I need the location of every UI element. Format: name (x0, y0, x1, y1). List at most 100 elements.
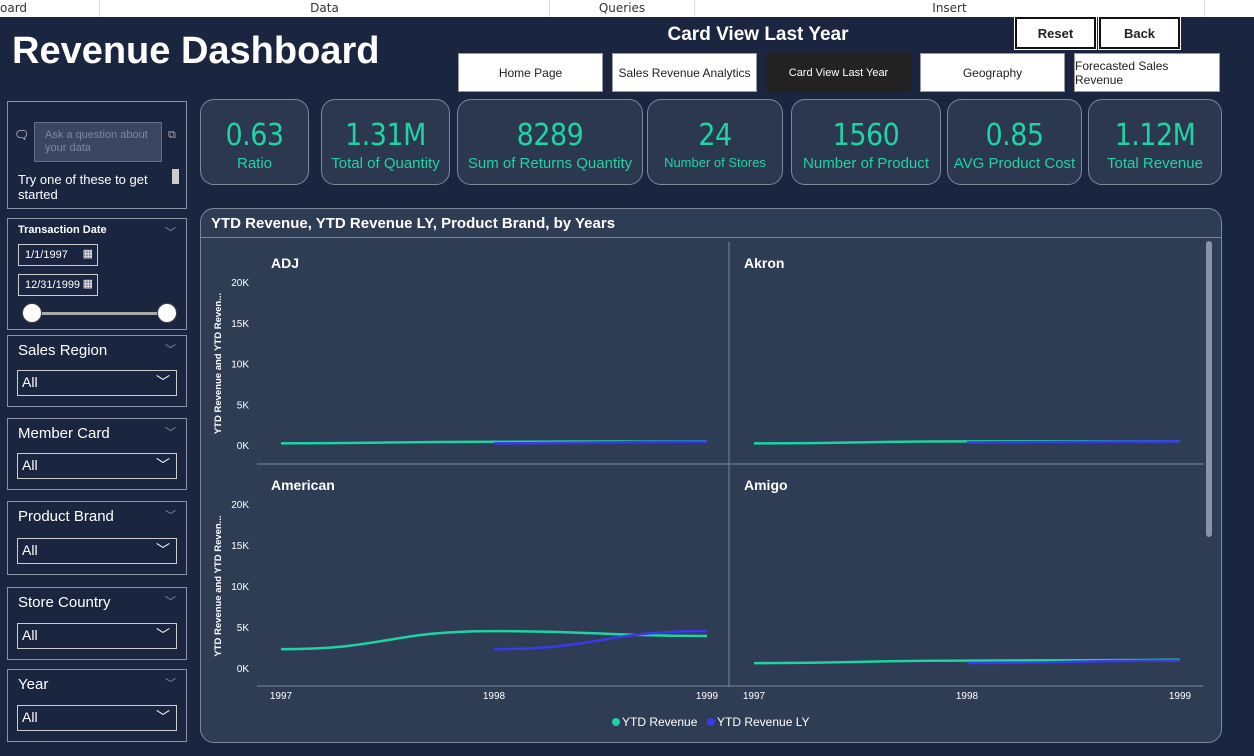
kpi-card-number-of-stores: 24 Number of Stores (647, 99, 783, 185)
y-tick-label: 15K (231, 541, 249, 552)
back-button[interactable]: Back (1098, 16, 1181, 50)
chevron-down-icon[interactable]: ﹀ (165, 595, 176, 608)
product-brand-dropdown[interactable]: All ﹀ (17, 538, 177, 564)
store-country-dropdown[interactable]: All ﹀ (17, 623, 177, 649)
reset-button[interactable]: Reset (1014, 16, 1097, 50)
end-date-input[interactable]: 12/31/1999 ▦ (18, 274, 98, 296)
qa-input[interactable]: Ask a question about your data (34, 122, 162, 162)
kpi-value: 0.85 (985, 118, 1044, 153)
range-start-handle[interactable] (22, 303, 42, 323)
slicer-title: Store Country (18, 594, 111, 611)
legend-marker (707, 718, 715, 726)
slicer-product-brand: Product Brand ﹀ All ﹀ (7, 501, 187, 575)
chevron-down-icon[interactable]: ﹀ (165, 677, 176, 690)
dropdown-value: All (22, 542, 38, 558)
chevron-down-icon: ﹀ (156, 542, 170, 558)
dropdown-value: All (22, 709, 38, 725)
slicer-title: Member Card (18, 425, 110, 442)
scrollbar[interactable] (1206, 241, 1212, 537)
divider (201, 237, 1221, 238)
member-card-dropdown[interactable]: All ﹀ (17, 453, 177, 479)
qa-visual: 🗨 Ask a question about your data ⧉ Try o… (7, 101, 187, 209)
slicer-title: Product Brand (18, 508, 114, 525)
kpi-value: 1560 (832, 118, 900, 153)
kpi-value: 24 (698, 118, 732, 153)
slicer-sales-region: Sales Region ﹀ All ﹀ (7, 335, 187, 407)
chevron-down-icon: ﹀ (156, 709, 170, 725)
slicer-member-card: Member Card ﹀ All ﹀ (7, 418, 187, 490)
kpi-value: 0.63 (225, 118, 284, 153)
chart-plot: ADJ 0K 5K 10K 15K 20K YTD Revenue and YTD Reve… (213, 242, 1203, 729)
menu-item[interactable]: Data (100, 0, 550, 17)
scrollbar[interactable] (172, 169, 179, 184)
nav-home-page[interactable]: Home Page (458, 53, 603, 92)
y-tick-label: 0K (237, 441, 250, 452)
menu-item[interactable]: oard (0, 0, 100, 17)
dropdown-value: All (22, 374, 38, 390)
x-tick-label: 1999 (1169, 691, 1192, 702)
chevron-down-icon: ﹀ (156, 627, 170, 643)
kpi-label: Total Revenue (1107, 155, 1203, 172)
y-axis-label: YTD Revenue and YTD Reven... (213, 293, 224, 434)
y-tick-label: 10K (231, 582, 249, 593)
kpi-label: Number of Stores (664, 155, 766, 170)
panel-title: ADJ (271, 255, 299, 271)
y-tick-label: 20K (231, 500, 249, 511)
kpi-card-returns-quantity: 8289 Sum of Returns Quantity (457, 99, 643, 185)
slicer-title: Year (18, 676, 49, 693)
kpi-label: Ratio (236, 155, 273, 172)
panel-title: Amigo (744, 477, 788, 493)
chevron-down-icon[interactable]: ﹀ (165, 509, 176, 522)
calendar-icon[interactable]: ▦ (82, 278, 93, 290)
slicer-year: Year ﹀ All ﹀ (7, 669, 187, 742)
revenue-small-multiples-chart: YTD Revenue, YTD Revenue LY, Product Bra… (200, 208, 1222, 743)
dashboard-title: Revenue Dashboard (12, 30, 380, 72)
start-date-input[interactable]: 1/1/1997 ▦ (18, 244, 98, 266)
x-tick-label: 1997 (743, 691, 766, 702)
chevron-down-icon: ﹀ (156, 374, 170, 390)
date-slicer-title: Transaction Date (18, 224, 107, 236)
kpi-card-ratio: 0.63 Ratio (200, 99, 309, 185)
chevron-down-icon[interactable]: ﹀ (165, 343, 176, 356)
menu-item[interactable]: Queries (550, 0, 695, 17)
date-slicer: Transaction Date ﹀ 1/1/1997 ▦ 12/31/1999 ▦ (7, 218, 187, 330)
chart-title: YTD Revenue, YTD Revenue LY, Product Bra… (211, 215, 616, 232)
year-dropdown[interactable]: All ﹀ (17, 705, 177, 731)
qa-hint: Try one of these to get started (18, 172, 148, 202)
sales-region-dropdown[interactable]: All ﹀ (17, 370, 177, 396)
expand-icon[interactable]: ⧉ (168, 128, 176, 141)
panel-title: Akron (744, 255, 784, 271)
kpi-label: AVG Product Cost (953, 155, 1076, 172)
kpi-card-total-revenue: 1.12M Total Revenue (1088, 99, 1222, 185)
y-tick-label: 20K (231, 278, 249, 289)
legend-marker (612, 718, 620, 726)
kpi-value: 1.31M (345, 118, 426, 153)
series-line-ytd-revenue-ly (966, 440, 1181, 444)
series-line-ytd-revenue-ly (493, 440, 708, 445)
menu-bar: oard Data Queries Insert (0, 0, 1254, 17)
chevron-down-icon[interactable]: ﹀ (165, 426, 176, 439)
dropdown-value: All (22, 457, 38, 473)
chevron-down-icon[interactable]: ﹀ (165, 226, 176, 239)
chevron-down-icon: ﹀ (156, 457, 170, 473)
calendar-icon[interactable]: ▦ (82, 248, 93, 260)
x-tick-label: 1998 (483, 691, 506, 702)
x-tick-label: 1998 (956, 691, 979, 702)
kpi-label: Number of Product (803, 155, 929, 172)
menu-item[interactable]: Insert (695, 0, 1205, 17)
kpi-label: Sum of Returns Quantity (467, 155, 633, 172)
nav-sales-revenue-analytics[interactable]: Sales Revenue Analytics (612, 53, 757, 92)
y-tick-label: 5K (237, 623, 250, 634)
page-title: Card View Last Year (667, 24, 849, 45)
kpi-card-avg-product-cost: 0.85 AVG Product Cost (947, 99, 1082, 185)
range-end-handle[interactable] (157, 303, 177, 323)
nav-forecasted-sales-revenue[interactable]: Forecasted Sales Revenue (1074, 53, 1220, 92)
nav-geography[interactable]: Geography (920, 53, 1065, 92)
nav-card-view-last-year[interactable]: Card View Last Year (766, 53, 911, 92)
start-date-value: 1/1/1997 (25, 249, 68, 261)
kpi-label: Total of Quantity (331, 155, 440, 172)
kpi-card-number-of-product: 1560 Number of Product (791, 99, 941, 185)
y-tick-label: 15K (231, 319, 249, 330)
end-date-value: 12/31/1999 (25, 279, 81, 291)
kpi-value: 1.12M (1114, 118, 1196, 153)
